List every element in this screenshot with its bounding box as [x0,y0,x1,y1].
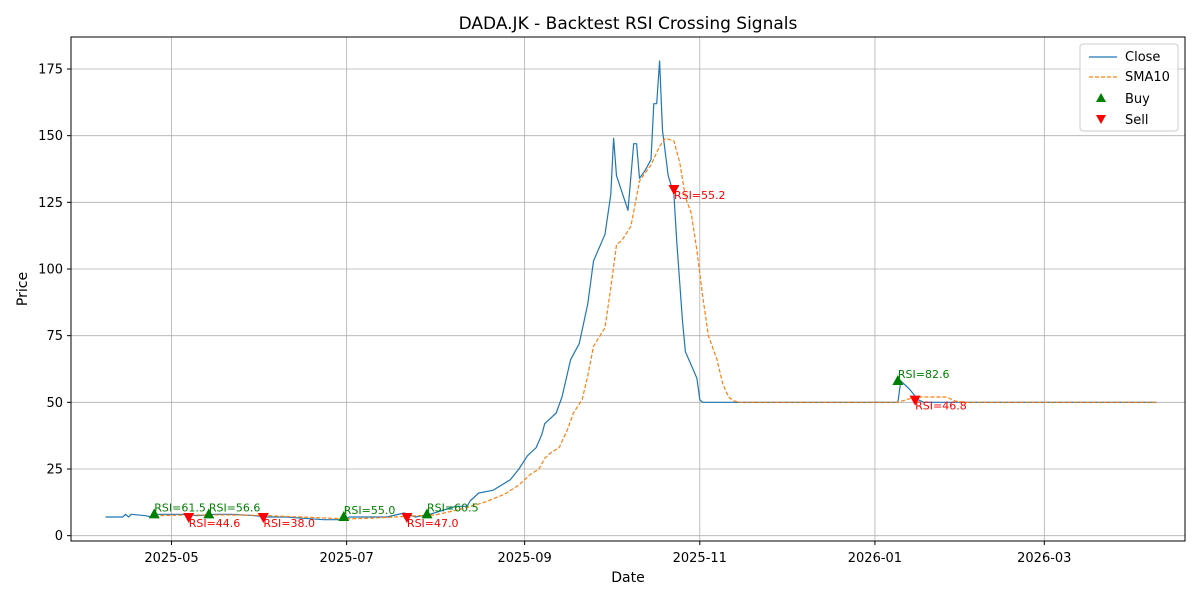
sell-annotation: RSI=38.0 [263,517,315,530]
x-tick-label: 2026-01 [848,551,902,566]
y-tick-label: 25 [46,463,63,478]
buy-annotation: RSI=61.5 [154,501,206,514]
legend-buy-marker [1096,93,1106,102]
y-tick-label: 125 [38,196,63,211]
x-tick-label: 2026-03 [1017,551,1071,566]
x-tick-label: 2025-07 [319,551,373,566]
buy-annotation: RSI=82.6 [898,368,950,381]
legend-sell-marker [1096,115,1106,124]
buy-marker [148,508,160,519]
y-tick-label: 175 [38,63,63,78]
sma10-line [154,137,1157,520]
legend-close-label: Close [1125,50,1160,65]
sell-marker [257,513,269,523]
plot-frame [70,36,1186,542]
sell-annotation: RSI=44.6 [189,517,241,530]
buy-marker [892,375,904,385]
legend-box [1079,43,1179,132]
sell-marker [183,513,195,523]
sell-annotation: RSI=55.2 [674,189,726,202]
plot-area: RSI=61.5 RSI=56.6 RSI=55.0 RSI=60.5 RSI=82.6… [105,60,1157,530]
sell-annotation: RSI=46.8 [915,400,967,413]
buy-marker [338,511,350,521]
x-tick-label: 2025-09 [497,551,551,566]
legend-buy-label: Buy [1125,92,1150,107]
close-line [105,60,1157,521]
y-axis-label: Price [15,272,31,306]
x-axis: 2025-05 2025-07 2025-09 2025-11 2026-01 2026-… [144,541,1071,566]
y-tick-label: 0 [55,529,63,544]
legend: Close SMA10 Buy Sell [1079,43,1179,132]
sell-marker [909,395,921,406]
y-tick-label: 100 [38,263,63,278]
legend-sell-label: Sell [1125,113,1148,128]
sell-marker [401,513,413,523]
y-tick-label: 75 [46,329,63,344]
x-axis-label: Date [611,570,644,586]
buy-annotation: RSI=55.0 [344,504,396,517]
sell-marker [668,185,680,195]
buy-marker [421,508,433,519]
legend-sma-label: SMA10 [1125,70,1170,85]
grid [71,37,1185,541]
y-tick-label: 50 [46,396,63,411]
buy-annotation: RSI=60.5 [427,501,479,514]
chart-title: DADA.JK - Backtest RSI Crossing Signals [459,14,798,34]
x-tick-label: 2025-11 [673,551,727,566]
buy-marker [203,508,215,519]
y-axis: 0 25 50 75 100 125 150 175 [38,63,71,544]
buy-annotation: RSI=56.6 [209,501,261,514]
y-tick-label: 150 [38,129,63,144]
x-tick-label: 2025-05 [144,551,198,566]
sell-annotation: RSI=47.0 [407,517,459,530]
